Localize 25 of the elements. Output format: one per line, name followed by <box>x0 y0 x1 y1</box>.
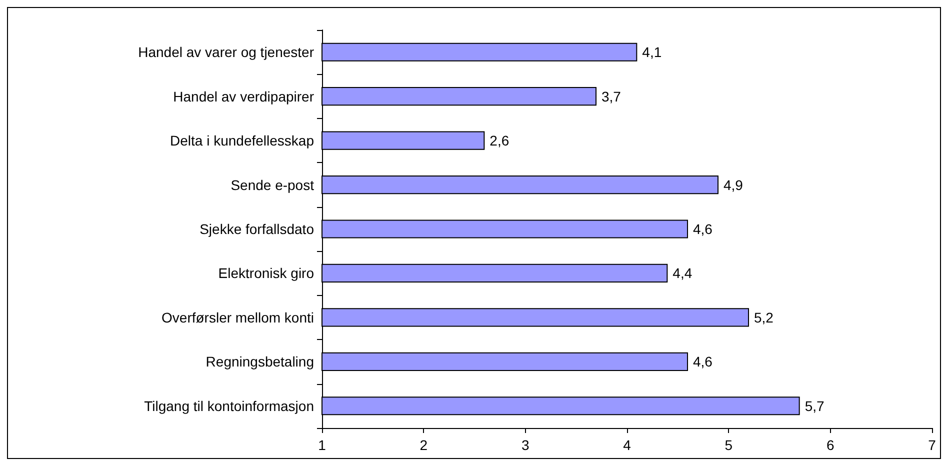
y-tick-label: Overførsler mellom konti <box>162 309 314 326</box>
y-tick-label: Regningsbetaling <box>206 354 314 370</box>
y-tick-label: Handel av verdipapirer <box>173 88 314 104</box>
data-label: 4,4 <box>672 265 692 282</box>
data-label: 4,1 <box>642 44 662 60</box>
y-tick-label: Handel av varer og tjenester <box>138 44 314 60</box>
data-label: 5,2 <box>754 309 774 326</box>
data-label: 4,6 <box>693 221 713 237</box>
data-label: 5,7 <box>804 398 825 414</box>
x-tick-label: 2 <box>420 437 428 453</box>
x-tick-label: 3 <box>521 437 530 453</box>
y-tick-label: Tilgang til kontoinformasjon <box>144 398 314 414</box>
data-label: 4,6 <box>693 354 713 370</box>
y-tick-label: Delta i kundefellesskap <box>170 132 314 149</box>
data-label: 2,6 <box>490 132 510 149</box>
y-tick-label: Elektronisk giro <box>218 265 314 282</box>
y-tick-label: Sjekke forfallsdato <box>200 221 314 237</box>
data-label: 3,7 <box>602 88 622 104</box>
x-tick-label: 7 <box>928 437 936 453</box>
x-tick-label: 1 <box>318 437 326 453</box>
y-tick-label: Sende e-post <box>230 176 314 193</box>
x-tick-label: 4 <box>623 437 632 453</box>
x-tick-label: 5 <box>724 437 733 453</box>
x-tick-label: 6 <box>826 437 834 453</box>
data-label: 4,9 <box>724 176 744 193</box>
